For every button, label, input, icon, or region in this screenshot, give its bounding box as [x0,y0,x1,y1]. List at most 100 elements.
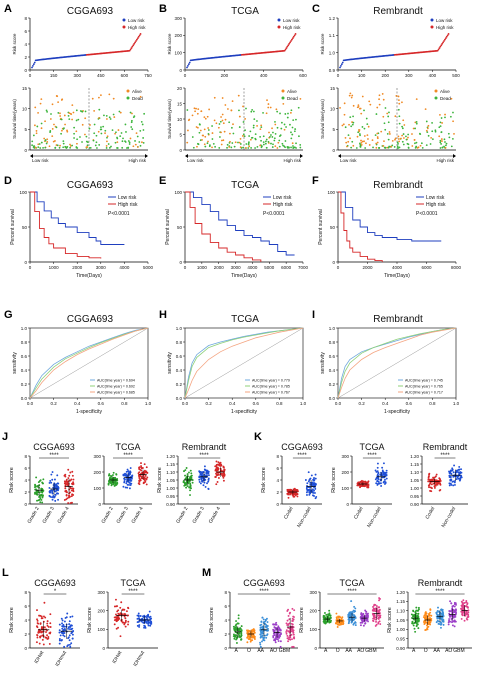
data-point [460,607,462,610]
survival-point [134,143,137,146]
data-point [217,476,220,479]
survival-point [120,132,123,134]
data-point [378,620,381,623]
survival-point [62,128,65,130]
data-point [272,623,275,626]
data-point [235,620,238,622]
data-point [115,598,117,601]
survival-point [383,146,386,149]
data-point [441,614,444,617]
data-point [359,624,362,627]
survival-point [382,115,385,118]
data-point [66,497,69,500]
data-point [72,478,75,481]
survival-point [224,118,227,121]
data-point [385,471,388,474]
x-tick-label: 0.2 [358,401,365,406]
data-point [207,487,210,490]
survival-point [259,135,262,138]
survival-point [378,94,381,97]
survival-point [139,95,142,98]
survival-point [260,124,263,127]
survival-point [360,144,363,146]
y-tick-label: 200 [97,608,105,613]
data-point [149,622,152,624]
category-label: IDHmut [54,649,68,667]
data-point [119,612,122,615]
survival-point [268,131,270,134]
survival-point [291,142,294,145]
data-point [65,491,68,494]
data-point [371,609,374,612]
y-tick-label: 200 [93,470,101,475]
data-point [439,480,442,482]
data-point [128,471,131,474]
significance-label: **** [435,589,445,595]
data-point [449,478,452,481]
survival-point [400,137,402,140]
data-point [467,613,470,616]
data-point [274,641,277,644]
data-point [110,482,113,484]
roc-diagonal [184,327,304,399]
survival-point [439,125,442,128]
survival-point [386,132,389,135]
survival-point [440,143,442,145]
legend-label: Dead [132,96,143,101]
y-tick-label: 0.90 [166,502,175,507]
data-point [51,490,54,493]
data-point [286,634,289,637]
data-point [384,481,387,483]
data-point [376,474,379,477]
data-point [275,634,278,637]
data-point [259,645,262,648]
data-point [215,472,217,475]
survival-point [280,121,283,124]
arrow-label-left: Low risk [187,158,204,163]
data-point [117,626,120,629]
survival-point [232,132,235,135]
data-point [449,600,452,603]
data-point [273,639,276,642]
data-point [442,623,445,626]
data-point [451,621,453,624]
legend-label: AUC(time year) = 0.717 [405,391,443,395]
survival-point [36,125,39,128]
survival-point [448,136,451,139]
x-tick-label: 400 [429,73,437,78]
survival-point [402,143,405,146]
x-tick-label: 4000 [119,265,130,270]
data-point [55,483,58,486]
data-point [35,641,38,644]
panel-title: TCGA [120,578,145,588]
data-point [67,627,70,630]
y-tick-label: 0.6 [21,354,28,359]
x-tick-label: 1.0 [453,401,460,406]
survival-point [384,128,387,131]
y-tick-label: 0 [332,260,335,265]
survival-point [434,130,437,133]
data-point [291,607,294,610]
category-label: Grade 2 [26,506,40,525]
data-point [354,617,357,619]
data-point [42,482,44,485]
y-tick-label: 0.95 [410,494,419,499]
roc-curve [337,327,457,399]
survival-point [375,113,378,115]
data-point [68,496,71,499]
survival-point [262,141,265,144]
data-point [240,638,243,641]
survival-point [452,111,454,114]
survival-point [285,126,287,128]
survival-point [270,142,272,145]
data-point [240,634,243,637]
data-point [263,622,266,625]
survival-point [265,146,268,149]
data-point [48,481,51,484]
data-point [237,633,240,636]
data-point [52,486,55,489]
data-point [235,638,238,641]
survival-point [33,147,36,149]
survival-point [425,144,428,147]
